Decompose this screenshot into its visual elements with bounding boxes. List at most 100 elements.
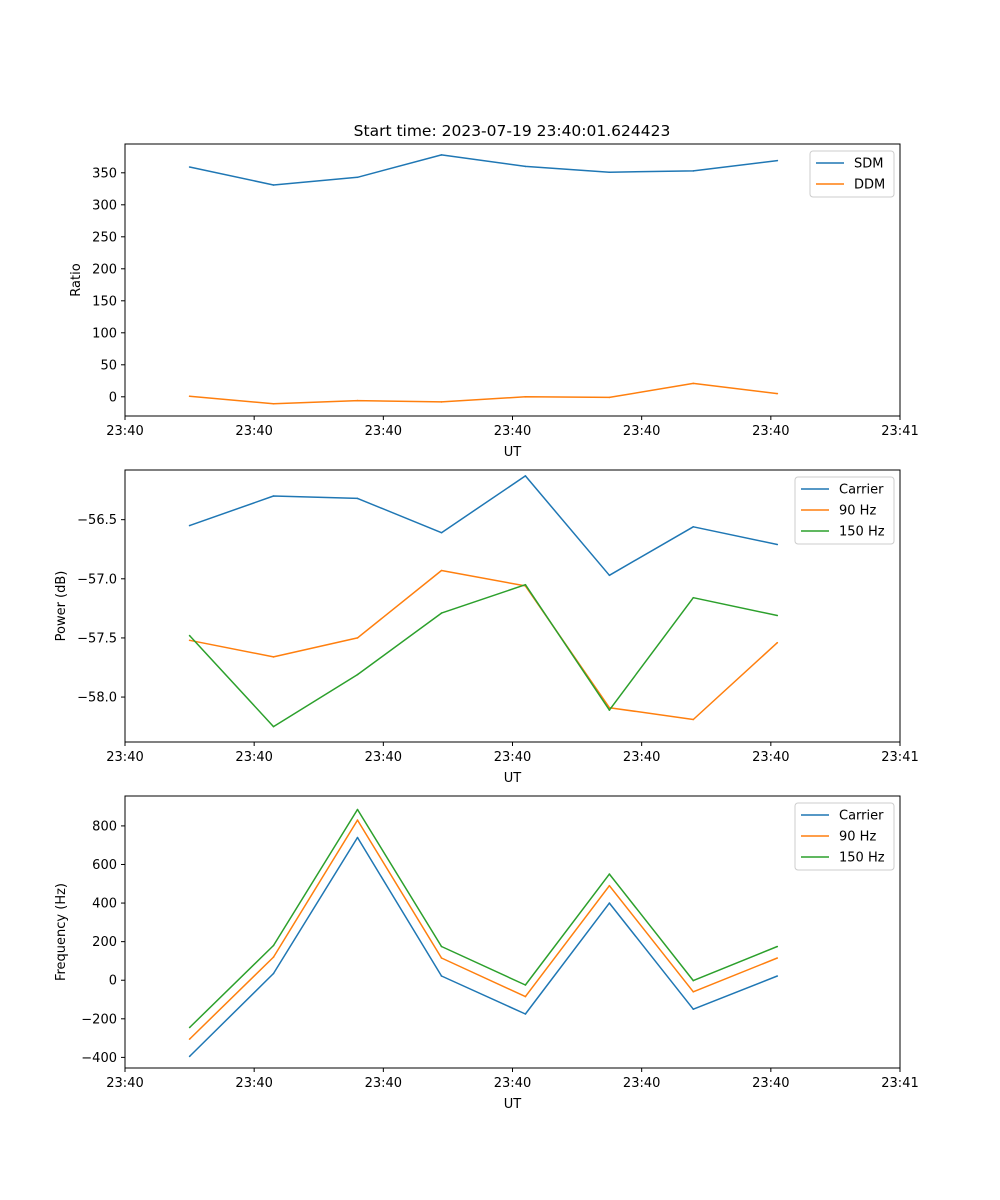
data-point-150-hz (440, 945, 443, 948)
x-tick-label: 23:41 (881, 1076, 918, 1091)
y-tick-label: −58.0 (77, 691, 117, 706)
legend-label-90-hz: 90 Hz (839, 504, 876, 519)
legend: Carrier 90 Hz 150 Hz (794, 476, 895, 545)
y-tick-label: −56.5 (77, 513, 117, 528)
legend-frame (794, 476, 895, 545)
data-point-sdm (440, 154, 443, 156)
x-axis-label: UT (504, 445, 522, 460)
legend-label-carrier: Carrier (839, 483, 884, 498)
data-point-150-hz (776, 614, 779, 617)
data-point-150-hz (524, 984, 527, 986)
y-tick-label: 800 (92, 819, 117, 834)
x-tick-label: 23:40 (623, 750, 660, 765)
data-point-90-hz (692, 718, 695, 721)
legend-label-90-hz: 90 Hz (839, 830, 876, 845)
data-point-carrier (356, 836, 359, 839)
data-point-90-hz (356, 637, 359, 639)
data-point-90-hz (356, 819, 359, 821)
data-point-ddm (356, 399, 359, 402)
data-point-carrier (776, 543, 779, 546)
data-point-90-hz (692, 991, 695, 993)
data-point-90-hz (440, 957, 443, 959)
legend-label-150-hz: 150 Hz (839, 525, 885, 540)
ratio-panel: 23:40 23:40 23:40 23:40 23:40 23:40 23:41 0 50 10… (69, 143, 919, 460)
data-point-150-hz (608, 873, 611, 875)
y-tick-label: 250 (92, 230, 117, 245)
data-point-carrier (692, 1008, 695, 1010)
y-axis-label: Power (dB) (54, 571, 69, 642)
plot-area-frame (124, 795, 901, 1069)
data-point-sdm (524, 165, 527, 168)
legend-label-150-hz: 150 Hz (839, 851, 885, 866)
chart-title: Start time: 2023-07-19 23:40:01.624423 (354, 122, 671, 140)
series-line-90-hz (189, 819, 778, 1040)
data-point-90-hz (776, 641, 779, 644)
data-point-carrier (188, 524, 191, 527)
x-tick-label: 23:40 (494, 750, 531, 765)
data-point-150-hz (440, 612, 443, 614)
y-tick-label: 50 (100, 358, 117, 373)
x-tick-label: 23:40 (106, 424, 143, 439)
data-point-sdm (608, 171, 611, 173)
data-point-90-hz (188, 1038, 191, 1040)
x-tick-label: 23:40 (106, 750, 143, 765)
x-tick-label: 23:40 (752, 424, 789, 439)
y-tick-label: 150 (92, 294, 117, 309)
x-tick-label: 23:40 (365, 424, 402, 439)
data-point-carrier (440, 531, 443, 534)
y-tick-label: 350 (92, 166, 117, 181)
legend: SDM DDM (809, 150, 895, 198)
power-panel: 23:40 23:40 23:40 23:40 23:40 23:40 23:41 −58.0… (54, 469, 919, 786)
x-tick-label: 23:40 (494, 1076, 531, 1091)
y-tick-label: 100 (92, 326, 117, 341)
data-point-sdm (692, 170, 695, 172)
x-tick-label: 23:40 (752, 750, 789, 765)
x-tick-label: 23:40 (365, 1076, 402, 1091)
y-tick-label: 0 (109, 390, 117, 405)
series-line-ddm (189, 382, 778, 405)
data-point-150-hz (356, 808, 359, 811)
x-tick-label: 23:40 (106, 1076, 143, 1091)
y-tick-label: 200 (92, 262, 117, 277)
data-point-carrier (608, 902, 611, 904)
data-point-ddm (272, 403, 275, 405)
data-point-90-hz (608, 706, 611, 709)
data-point-ddm (608, 396, 611, 399)
data-point-carrier (776, 975, 779, 977)
frequency-panel: 23:40 23:40 23:40 23:40 23:40 23:40 23:41 −400 −… (54, 795, 919, 1112)
series-line-150-hz (189, 808, 778, 1029)
x-tick-label: 23:40 (623, 424, 660, 439)
y-axis-label: Frequency (Hz) (54, 883, 69, 981)
data-point-90-hz (776, 957, 779, 959)
data-point-sdm (356, 176, 359, 179)
data-point-90-hz (188, 639, 191, 642)
data-point-carrier (356, 497, 359, 500)
data-point-150-hz (188, 1026, 191, 1029)
plot-area-frame (124, 143, 901, 417)
y-tick-label: −57.5 (77, 631, 117, 646)
data-point-carrier (524, 475, 527, 477)
data-point-150-hz (692, 979, 695, 982)
x-tick-label: 23:40 (623, 1076, 660, 1091)
series-line-150-hz (189, 583, 778, 728)
y-tick-label: 0 (109, 974, 117, 989)
y-tick-label: 300 (92, 198, 117, 213)
x-tick-label: 23:40 (235, 1076, 272, 1091)
series-line-carrier (189, 836, 778, 1057)
data-point-carrier (608, 574, 611, 577)
data-point-carrier (272, 495, 275, 497)
data-point-150-hz (188, 634, 191, 637)
legend-label-ddm: DDM (854, 178, 885, 193)
data-point-90-hz (440, 569, 443, 572)
data-point-sdm (188, 166, 191, 168)
y-tick-label: 200 (92, 935, 117, 950)
data-point-carrier (524, 1013, 527, 1015)
data-point-ddm (776, 392, 779, 395)
data-point-sdm (272, 184, 275, 186)
plot-area-frame (124, 469, 901, 743)
data-point-150-hz (776, 945, 779, 948)
data-point-carrier (692, 526, 695, 528)
x-tick-label: 23:40 (235, 424, 272, 439)
data-point-90-hz (272, 956, 275, 958)
